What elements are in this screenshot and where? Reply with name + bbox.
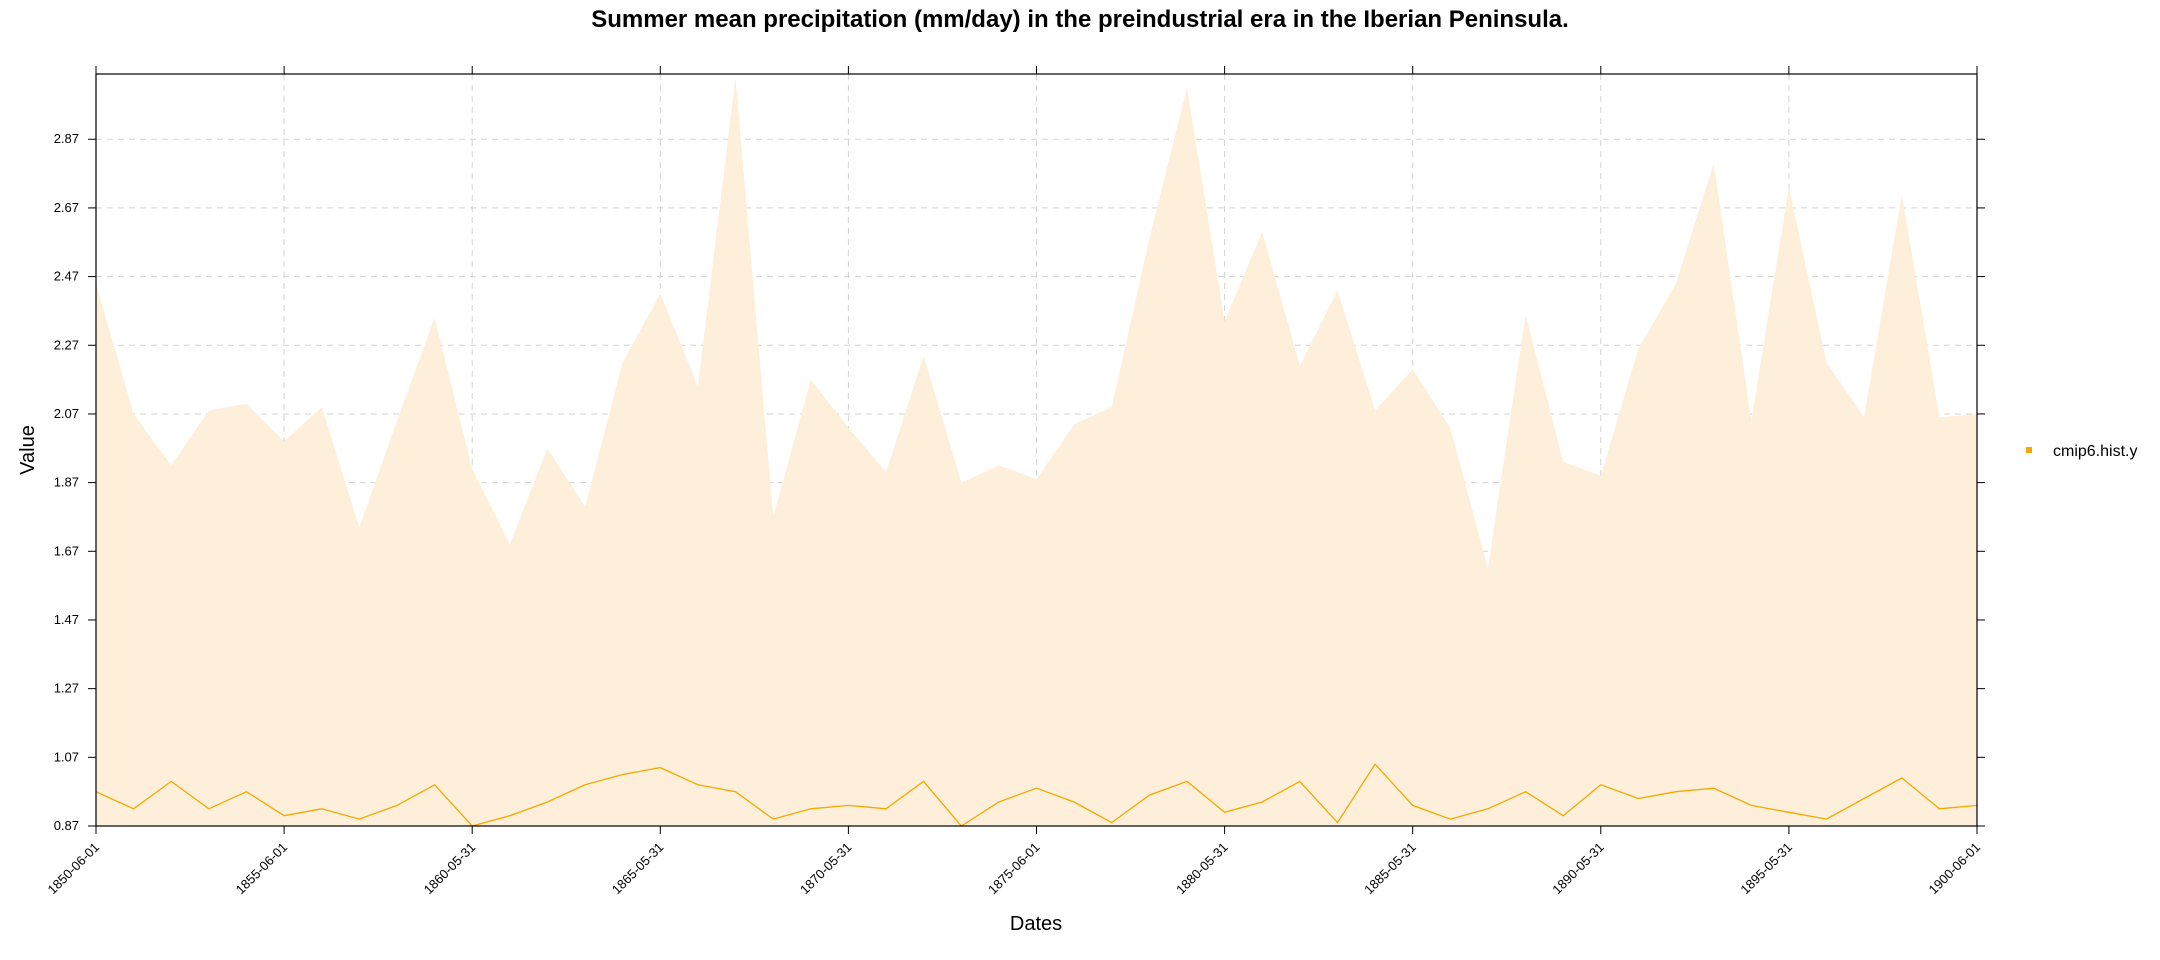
y-axis-label: Value (17, 425, 39, 475)
upper-bound-area (96, 77, 1977, 826)
x-tick-label: 1855-06-01 (233, 840, 291, 898)
y-tick-label: 0.87 (54, 818, 79, 833)
x-tick-label: 1865-05-31 (609, 840, 667, 898)
legend-swatch (2026, 447, 2032, 453)
legend-label: cmip6.hist.y (2053, 443, 2137, 460)
x-tick-label: 1870-05-31 (797, 840, 855, 898)
y-tick-label: 2.87 (54, 131, 79, 146)
x-tick-label: 1875-06-01 (985, 840, 1043, 898)
chart-title: Summer mean precipitation (mm/day) in th… (591, 6, 1569, 33)
x-tick-label: 1895-05-31 (1737, 840, 1795, 898)
x-tick-label: 1850-06-01 (44, 840, 102, 898)
x-axis-label: Dates (1010, 913, 1062, 935)
x-tick-label: 1890-05-31 (1549, 840, 1607, 898)
y-tick-label: 1.27 (54, 681, 79, 696)
y-tick-label: 1.67 (54, 543, 79, 558)
y-tick-label: 2.27 (54, 337, 79, 352)
y-tick-label: 1.07 (54, 749, 79, 764)
x-tick-label: 1885-05-31 (1361, 840, 1419, 898)
y-tick-label: 1.87 (54, 475, 79, 490)
y-tick-label: 2.07 (54, 406, 79, 421)
plot-area (95, 77, 1978, 827)
legend: cmip6.hist.y (2026, 443, 2137, 460)
x-tick-label: 1880-05-31 (1173, 840, 1231, 898)
x-tick-label: 1900-06-01 (1925, 840, 1983, 898)
y-tick-label: 1.47 (54, 612, 79, 627)
y-tick-label: 2.67 (54, 200, 79, 215)
series-line (95, 763, 1978, 827)
y-tick-label: 2.47 (54, 269, 79, 284)
x-tick-label: 1860-05-31 (421, 840, 479, 898)
